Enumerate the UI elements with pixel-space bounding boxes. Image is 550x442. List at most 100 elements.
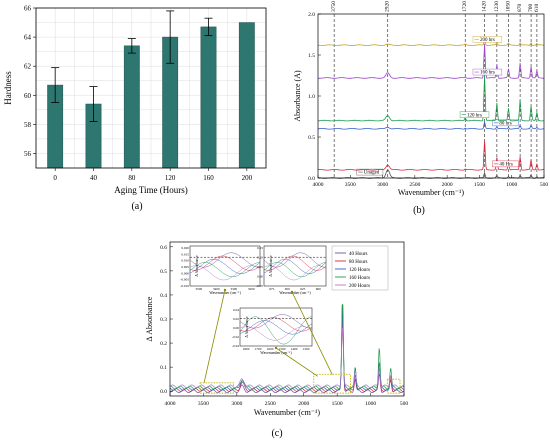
- inset-x-tick-label: 675: [269, 287, 274, 291]
- series-label: 120 hrs: [467, 113, 482, 118]
- inset-x-tick-label: 1400: [291, 347, 298, 351]
- inset-y-tick-label: 0.005: [181, 265, 189, 269]
- y-tick-label: 0.0: [308, 176, 315, 182]
- inset-line: [189, 258, 261, 274]
- zoom-arrow-head: [290, 290, 294, 294]
- inset-line: [263, 262, 327, 278]
- zoom-arrow: [275, 347, 318, 377]
- series-label: 80 hrs: [499, 121, 511, 126]
- inset-y-tick-label: 0.020: [181, 246, 189, 250]
- reference-line-label: 610: [534, 4, 540, 13]
- x-tick-label: 4000: [313, 182, 324, 188]
- inset-y-tick-label: 0.015: [181, 252, 189, 256]
- series-label-box: [492, 119, 519, 127]
- delta-spectrum-line: [169, 319, 404, 392]
- inset-y-tick-label: -0.010: [180, 284, 189, 288]
- inset-line: [239, 326, 313, 341]
- inset-x-tick-label: 1300: [303, 347, 310, 351]
- series-label: 200 hrs: [480, 38, 495, 43]
- reference-line-label: 1420: [482, 1, 488, 12]
- inset-line: [263, 265, 327, 281]
- x-tick-label: 1500: [332, 401, 343, 407]
- x-tick-label: 40: [90, 174, 98, 182]
- y-tick-label: 60: [24, 92, 32, 100]
- spectrum-line: [318, 75, 545, 122]
- y-tick-label: 0.5: [308, 135, 315, 141]
- spectrum-line: [318, 121, 545, 130]
- inset-x-tick-label: 1700: [255, 347, 262, 351]
- inset-y-tick-label: -0.05: [256, 284, 263, 288]
- x-axis-label: Wavenumber (cm⁻¹): [398, 188, 465, 197]
- x-tick-label: 1000: [365, 401, 376, 407]
- y-tick-label: 0.1: [160, 365, 167, 371]
- inset-x-tick-label: 650: [285, 287, 290, 291]
- inset-line: [263, 255, 327, 271]
- x-tick-label: 0: [53, 174, 57, 182]
- bar: [123, 45, 140, 169]
- inset-y-tick-label: -0.005: [180, 278, 189, 282]
- x-tick-label: 500: [540, 182, 549, 188]
- x-axis-label: Aging Time (Hours): [114, 185, 188, 195]
- inset-y-tick-label: 0.15: [257, 246, 263, 250]
- panel-label-a: (a): [131, 201, 142, 212]
- y-tick-label: 0.3: [160, 317, 167, 323]
- y-tick-label: 0.5: [160, 269, 167, 275]
- series-label: 40 Hrs: [499, 162, 513, 167]
- inset-y-axis-label: Δ Absorbance: [245, 316, 249, 338]
- x-tick-label: 1000: [506, 182, 517, 188]
- x-tick-label: 160: [203, 174, 214, 182]
- inset-y-tick-label: 0.010: [181, 259, 189, 263]
- series-label-box: [472, 68, 503, 76]
- zoom-arrow: [203, 289, 226, 383]
- series-label-box: [459, 111, 490, 118]
- y-tick-label: 1.5: [308, 53, 315, 59]
- x-tick-label: 3000: [231, 401, 242, 407]
- x-tick-label: 2500: [265, 401, 276, 407]
- y-tick-label: 0.6: [160, 245, 167, 251]
- reference-line-label: 3750: [331, 1, 337, 12]
- series-label: Unaged: [364, 171, 380, 176]
- legend-label: 120 Hours: [349, 268, 370, 273]
- inset-x-tick-label: 1600: [267, 347, 274, 351]
- x-tick-label: 500: [400, 401, 409, 407]
- inset-line: [263, 258, 327, 274]
- x-tick-label: 4000: [165, 401, 176, 407]
- spectrum-line: [317, 43, 545, 79]
- x-tick-label: 120: [165, 174, 176, 182]
- legend-label: 200 Hours: [349, 284, 370, 289]
- y-tick-label: 0.2: [160, 341, 167, 347]
- spectrum-line: [317, 140, 544, 171]
- inset-x-axis-label: Wavenumber (cm⁻¹): [260, 351, 292, 355]
- legend-label: 40 Hours: [349, 252, 368, 257]
- inset-x-tick-label: 600: [316, 287, 321, 291]
- y-axis-label: Absorbance (A): [293, 70, 302, 122]
- x-tick-label: 3500: [198, 401, 209, 407]
- inset-x-tick-label: 1500: [279, 347, 286, 351]
- inset-y-tick-label: 0.05: [257, 265, 263, 269]
- x-tick-label: 2000: [298, 401, 309, 407]
- delta-spectrum-line: [169, 327, 404, 389]
- y-axis-label: Δ Absorbance: [145, 296, 154, 341]
- zoom-region-box: [386, 378, 401, 394]
- inset-x-tick-label: 625: [300, 287, 305, 291]
- zoom-region-box: [199, 382, 234, 394]
- y-tick-label: 0.4: [160, 293, 167, 299]
- delta-absorbance-chart: 4000 3500 3000 2500 2000 1500 1000 500 0.0 0.1 0.2…: [145, 241, 409, 417]
- y-tick-label: 66: [24, 5, 32, 13]
- inset-plot: 3500 3400 3300 3200 0.020 0.015 0.010 0.005 0.00…: [180, 245, 261, 295]
- inset-line: [239, 317, 313, 332]
- inset-plot: 1800 1700 1600 1500 1400 1300 0.04 0.02 0.00 -0.0…: [232, 307, 313, 355]
- inset-x-axis-label: Wavenumber (cm⁻¹): [209, 291, 241, 295]
- inset-y-tick-label: 0.00: [233, 326, 239, 330]
- hardness-bar-chart: 0 40 80 120 160 200 56 58 60 62 64 66 Aging Time (Ho…: [3, 5, 267, 195]
- y-tick-label: 56: [24, 150, 32, 158]
- inset-line: [189, 262, 261, 278]
- zoom-arrow-head: [223, 288, 227, 292]
- delta-spectrum-line: [169, 313, 404, 391]
- inset-x-tick-label: 1800: [243, 347, 250, 351]
- inset-y-axis-label: Δ Absorbance: [269, 255, 273, 277]
- inset-y-axis-label: Δ Absorbance: [195, 255, 199, 277]
- axes-frame: [317, 13, 545, 179]
- x-axis-label: Wavenumber (cm⁻¹): [254, 408, 321, 417]
- spectrum-line: [318, 169, 544, 179]
